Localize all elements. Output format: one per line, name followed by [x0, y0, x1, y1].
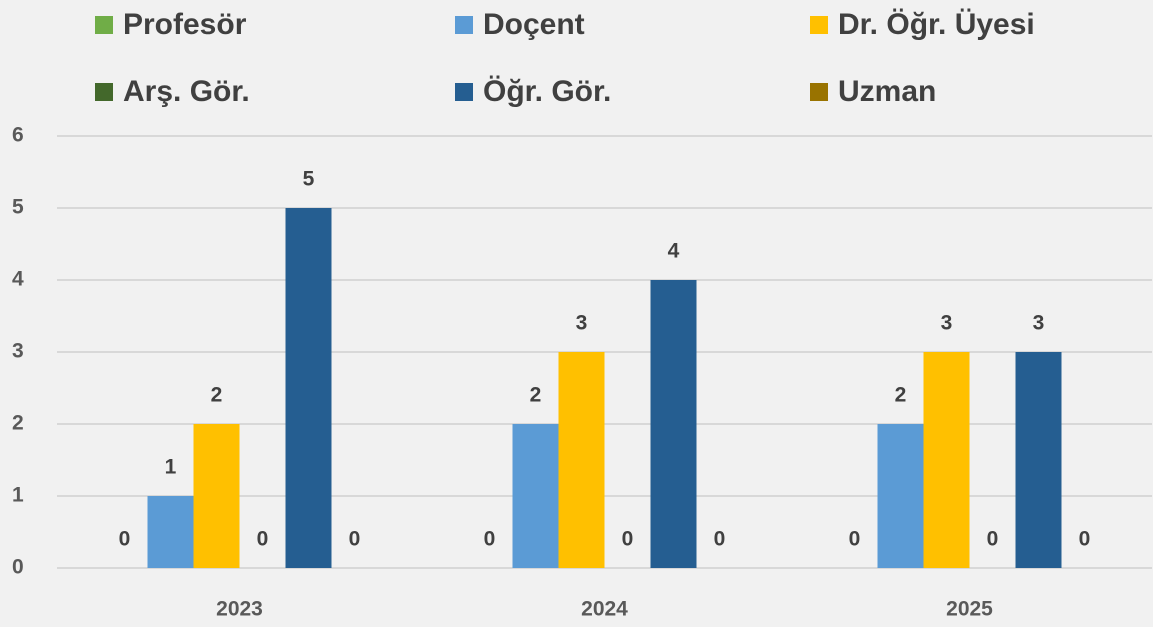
data-label: 0 [119, 528, 131, 551]
bar [285, 208, 332, 568]
y-tick-label: 1 [12, 484, 24, 507]
legend-label: Profesör [123, 8, 247, 41]
y-tick-label: 0 [12, 556, 24, 579]
y-tick-label: 2 [12, 412, 24, 435]
x-tick-label: 2025 [946, 598, 993, 621]
legend-label: Öğr. Gör. [483, 75, 611, 108]
data-label: 5 [303, 168, 315, 191]
y-tick-label: 3 [12, 340, 24, 363]
legend-swatch [810, 16, 828, 34]
bar [650, 280, 697, 568]
legend-swatch [810, 83, 828, 101]
y-tick-label: 4 [12, 268, 24, 291]
legend-swatch [95, 83, 113, 101]
legend-label: Dr. Öğr. Üyesi [838, 8, 1035, 41]
data-label: 4 [668, 240, 680, 263]
data-label: 2 [211, 384, 223, 407]
x-tick-label: 2023 [216, 598, 263, 621]
legend-label: Doçent [483, 8, 585, 41]
legend-label: Arş. Gör. [123, 75, 250, 108]
data-label: 3 [941, 312, 953, 335]
bar [923, 352, 970, 568]
data-label: 0 [714, 528, 726, 551]
bar [558, 352, 605, 568]
legend-swatch [455, 16, 473, 34]
data-label: 3 [1033, 312, 1045, 335]
bar [1015, 352, 1062, 568]
data-label: 3 [576, 312, 588, 335]
data-label: 2 [895, 384, 907, 407]
y-tick-label: 5 [12, 196, 24, 219]
data-label: 1 [165, 456, 177, 479]
bar [512, 424, 559, 568]
data-label: 2 [530, 384, 542, 407]
data-label: 0 [349, 528, 361, 551]
bar [147, 496, 194, 568]
data-label: 0 [484, 528, 496, 551]
data-label: 0 [849, 528, 861, 551]
data-label: 0 [987, 528, 999, 551]
x-tick-label: 2024 [581, 598, 628, 621]
y-tick-label: 6 [12, 124, 24, 147]
bar [193, 424, 240, 568]
data-label: 0 [1079, 528, 1091, 551]
bar [877, 424, 924, 568]
data-label: 0 [622, 528, 634, 551]
legend-swatch [455, 83, 473, 101]
legend-label: Uzman [838, 75, 936, 108]
data-label: 0 [257, 528, 269, 551]
legend-swatch [95, 16, 113, 34]
